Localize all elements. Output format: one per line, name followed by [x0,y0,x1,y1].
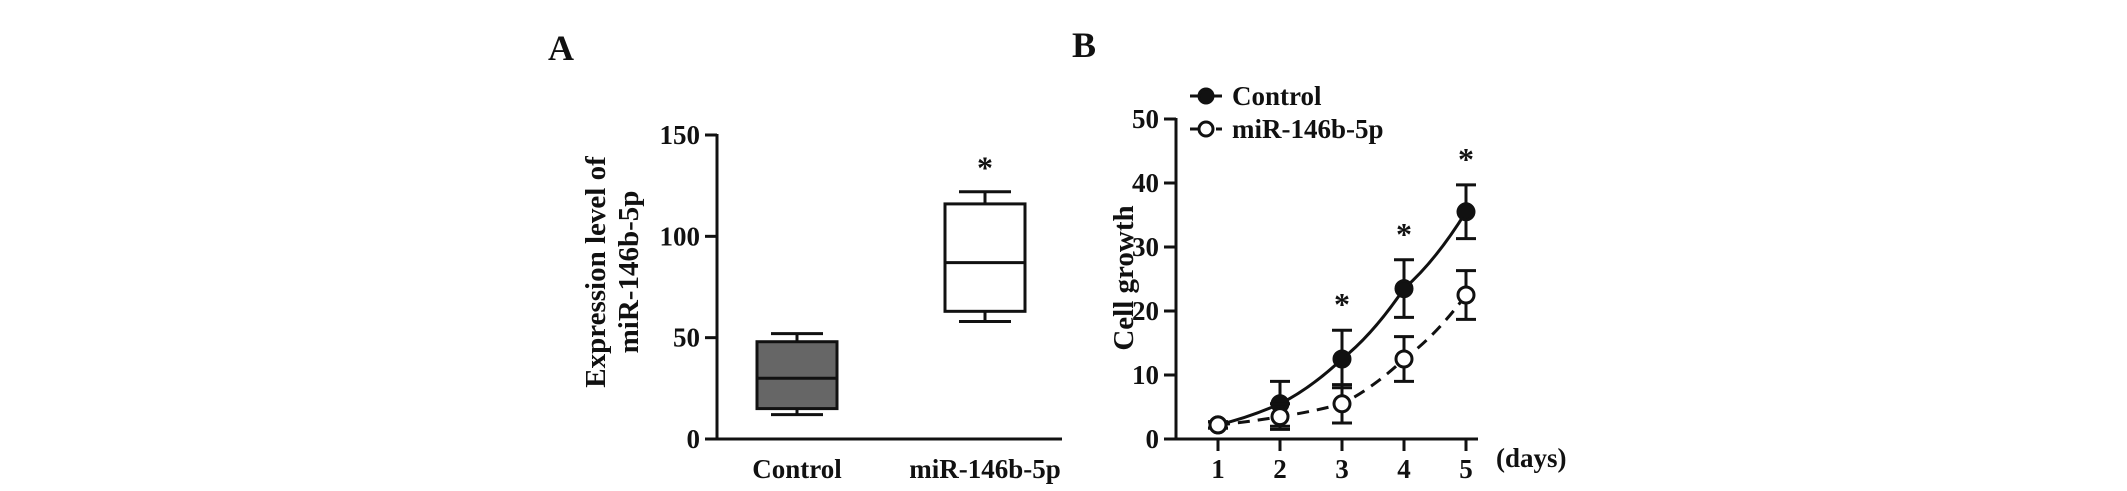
legend-label: miR-146b-5p [1232,114,1384,144]
y-tick-label: 50 [1132,104,1159,134]
box-control [755,332,839,417]
filled-marker [1394,279,1414,299]
box-mir-146b-5p [943,190,1027,323]
x-tick-label: miR-146b-5p [909,454,1061,484]
legend-label: Control [1232,81,1322,111]
y-tick-label: 50 [673,323,700,353]
box-body [755,340,839,411]
y-tick-label: 100 [660,221,701,251]
panel-b-label: B [1072,25,1096,65]
filled-marker [1332,349,1352,369]
data-point [1394,335,1414,383]
data-point [1456,269,1476,321]
open-marker [1332,394,1352,414]
y-axis-title-line: miR-146b-5p [613,191,645,354]
data-point [1208,415,1228,435]
y-tick-label: 0 [1146,424,1160,454]
open-marker [1208,415,1228,435]
data-point [1332,383,1352,425]
significance-star: * [1334,286,1350,322]
data-point [1332,328,1352,390]
significance-star: * [1458,141,1474,177]
y-tick-label: 30 [1132,232,1159,262]
x-tick-label: 2 [1273,454,1287,484]
legend-marker [1197,87,1215,105]
y-axis-title-line: Expression level of [580,156,612,388]
y-axis-title: Cell growth [1108,205,1140,350]
x-tick-label: 3 [1335,454,1349,484]
data-point [1456,183,1476,241]
data-point [1270,402,1290,431]
y-tick-label: 40 [1132,168,1159,198]
y-tick-label: 10 [1132,360,1159,390]
open-marker [1394,349,1414,369]
x-tick-label: 4 [1397,454,1411,484]
open-marker [1456,285,1476,305]
box-body [943,202,1027,313]
panel-b-line-chart: B 0 10 20 30 40 50 1 2 3 4 5 (days) Cell growth * * * Con… [1072,25,1567,484]
y-tick-label: 0 [687,424,701,454]
y-tick-label: 20 [1132,296,1159,326]
x-tick-label: 1 [1211,454,1225,484]
open-marker [1270,407,1290,427]
legend-marker [1197,120,1215,138]
x-axis-unit-label: (days) [1496,443,1567,473]
significance-star: * [1396,216,1412,252]
legend-item: Control [1190,81,1322,111]
x-tick-label: Control [752,454,842,484]
data-point [1394,258,1414,319]
significance-star: * [977,150,993,186]
legend-item: miR-146b-5p [1190,114,1384,144]
y-tick-label: 150 [660,120,701,150]
x-tick-label: 5 [1459,454,1473,484]
series-mir-146b-5p [1208,269,1476,435]
filled-marker [1456,202,1476,222]
panel-a-label: A [548,28,574,68]
